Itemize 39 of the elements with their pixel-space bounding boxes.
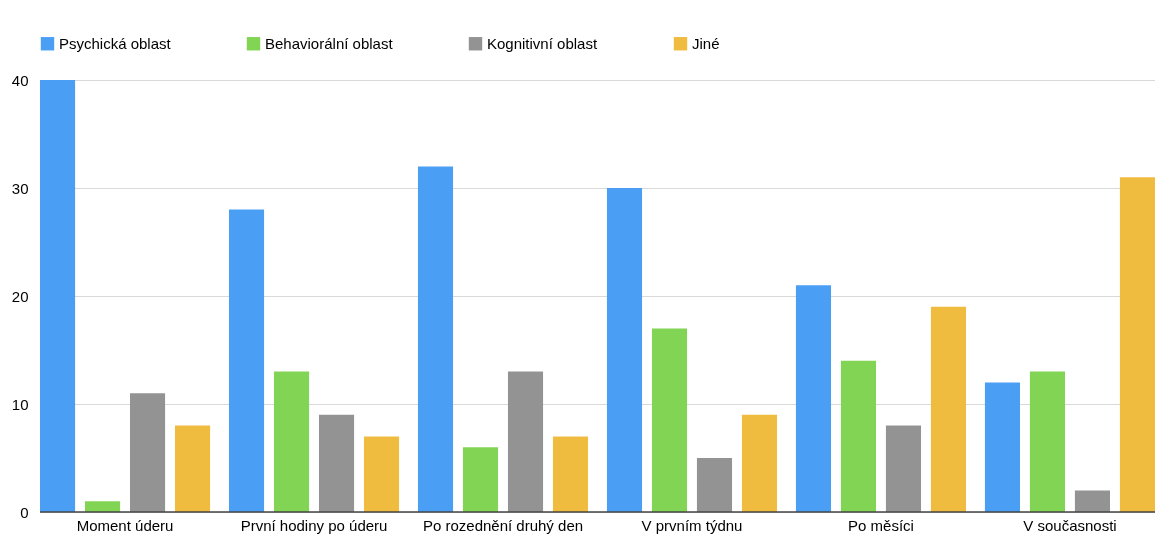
bar <box>1029 371 1066 512</box>
bar <box>984 382 1021 512</box>
bar <box>651 328 688 512</box>
x-tick-label: Moment úderu <box>76 516 174 534</box>
bar <box>606 188 643 512</box>
bar <box>1119 177 1155 512</box>
bar <box>417 166 454 512</box>
bar <box>930 306 967 512</box>
bar <box>462 447 499 512</box>
y-tick-label: 10 <box>11 395 29 413</box>
bar <box>507 371 544 512</box>
bar <box>741 414 778 512</box>
y-tick-label: 0 <box>20 503 29 521</box>
bar <box>85 501 121 512</box>
legend-label: Behaviorální oblast <box>265 34 394 52</box>
x-tick-label: V současnosti <box>1023 516 1117 534</box>
bar <box>273 371 310 512</box>
x-tick-label: Po rozednění druhý den <box>422 516 584 534</box>
x-tick-label: Po měsíci <box>848 516 914 534</box>
legend-label: Kognitivní oblast <box>487 34 598 52</box>
bar <box>885 425 922 512</box>
bar <box>363 436 400 512</box>
bar <box>696 458 733 512</box>
x-tick-label: První hodiny po úderu <box>240 516 388 534</box>
y-tick-label: 20 <box>11 287 29 305</box>
legend-label: Jiné <box>692 34 720 52</box>
bar <box>174 425 211 512</box>
y-tick-label: 40 <box>11 71 29 89</box>
bar <box>318 414 355 512</box>
bar <box>129 393 166 512</box>
legend-label: Psychická oblast <box>59 34 172 52</box>
bar <box>1074 490 1110 512</box>
y-tick-label: 30 <box>11 179 29 197</box>
bar <box>795 285 832 512</box>
bar <box>840 360 877 512</box>
bar <box>552 436 589 512</box>
bar <box>228 209 265 512</box>
bar <box>40 80 76 512</box>
x-tick-label: V prvním týdnu <box>641 516 743 534</box>
